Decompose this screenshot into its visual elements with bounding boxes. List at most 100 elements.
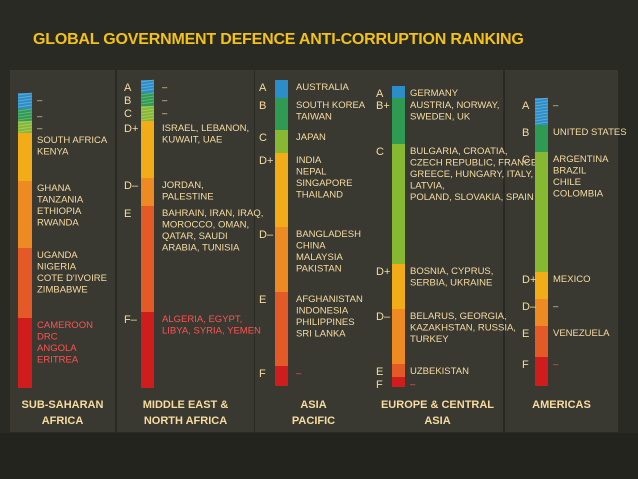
country-label: GHANA	[37, 183, 71, 194]
country-label: –	[162, 108, 168, 119]
country-label: SOUTH KOREA	[296, 100, 366, 111]
band-Dminus	[392, 309, 405, 364]
band-hatch	[534, 109, 549, 113]
band-hatch	[534, 100, 549, 104]
band-hatch	[140, 98, 155, 102]
band-hatch	[140, 114, 155, 118]
band-hatch	[534, 106, 549, 110]
country-label: COLOMBIA	[553, 189, 604, 200]
band-hatch	[17, 117, 33, 121]
country-label: POLAND, SLOVAKIA, SPAIN	[410, 192, 534, 203]
grade-label: D–	[124, 180, 139, 192]
country-label: ISRAEL, LEBANON,	[162, 123, 249, 134]
country-label: TAIWAN	[296, 112, 332, 123]
grade-label: D–	[259, 229, 274, 241]
band-B	[18, 109, 32, 121]
country-label: LATVIA,	[410, 181, 445, 192]
band-C	[392, 144, 405, 264]
grade-label: E	[259, 294, 266, 306]
country-label: BAHRAIN, IRAN, IRAQ,	[162, 208, 263, 219]
country-label: DRC	[37, 332, 58, 343]
grade-label: A	[522, 100, 530, 112]
country-label: MOROCCO, OMAN,	[162, 220, 249, 231]
grade-label: C	[124, 108, 132, 120]
region-name: MIDDLE EAST &	[143, 399, 229, 411]
country-label: TANZANIA	[37, 195, 84, 206]
region-name: PACIFIC	[292, 415, 335, 427]
region-name: ASIA	[424, 415, 450, 427]
country-label: CAMEROON	[37, 320, 93, 331]
grade-label: D–	[522, 301, 537, 313]
country-label: INDIA	[296, 155, 322, 166]
grade-label: A	[124, 82, 132, 94]
country-label: JAPAN	[296, 132, 326, 143]
band-F	[275, 366, 288, 386]
band-hatch	[17, 104, 33, 108]
grade-label: D–	[376, 311, 391, 323]
country-label: AUSTRIA, NORWAY,	[410, 100, 499, 111]
band-hatch	[140, 95, 155, 99]
band-A	[18, 93, 32, 109]
band-A	[141, 80, 154, 93]
grade-label: E	[124, 208, 131, 220]
band-hatch	[140, 92, 155, 96]
country-label: NIGERIA	[37, 262, 77, 273]
country-label: JORDAN,	[162, 180, 204, 191]
band-F	[18, 318, 32, 388]
band-hatch	[140, 85, 155, 89]
country-label: ERITREA	[37, 355, 79, 366]
country-label: –	[37, 95, 43, 106]
grade-label: D+	[376, 266, 390, 278]
country-label: VENEZUELA	[553, 328, 610, 339]
country-label: –	[37, 111, 43, 122]
band-E	[275, 292, 288, 366]
country-label: GREECE, HUNGARY, ITALY,	[410, 169, 533, 180]
band-hatch	[17, 108, 33, 112]
country-label: SINGAPORE	[296, 178, 353, 189]
band-Dminus	[141, 178, 154, 206]
band-F	[535, 357, 548, 386]
region-name: SUB-SAHARAN	[22, 399, 104, 411]
band-hatch	[17, 111, 33, 115]
band-hatch	[140, 88, 155, 92]
band-hatch	[534, 118, 549, 122]
grade-label: D+	[259, 155, 273, 167]
country-label: SWEDEN, UK	[410, 112, 471, 123]
country-label: UZBEKISTAN	[410, 366, 469, 377]
country-label: TURKEY	[410, 334, 449, 345]
band-Dplus	[141, 121, 154, 178]
region-panel	[255, 70, 372, 432]
country-label: LIBYA, SYRIA, YEMEN	[162, 326, 261, 337]
region-name: AFRICA	[42, 415, 84, 427]
band-B	[392, 98, 405, 144]
band-hatch	[17, 98, 33, 102]
band-Dplus	[392, 264, 405, 309]
band-Dplus	[535, 272, 548, 299]
country-label: –	[410, 379, 416, 390]
country-label: BOSNIA, CYPRUS,	[410, 266, 493, 277]
grade-label: A	[376, 88, 384, 100]
grade-label: D+	[124, 123, 138, 135]
band-hatch	[140, 105, 155, 109]
country-label: KUWAIT, UAE	[162, 135, 222, 146]
country-label: BRAZIL	[553, 166, 586, 177]
country-label: CHILE	[553, 177, 581, 188]
country-label: MEXICO	[553, 274, 590, 285]
band-hatch	[140, 82, 155, 86]
country-label: NEPAL	[296, 167, 326, 178]
country-label: UNITED STATES	[553, 127, 627, 138]
grade-label: F	[522, 359, 529, 371]
grade-label: B	[259, 100, 266, 112]
region-name: EUROPE & CENTRAL	[381, 399, 494, 411]
country-label: AFGHANISTAN	[296, 294, 363, 305]
grade-label: D+	[522, 274, 536, 286]
band-hatch	[17, 95, 33, 99]
band-Dminus	[535, 299, 548, 326]
band-E	[18, 248, 32, 318]
band-hatch	[17, 101, 33, 105]
band-hatch	[17, 114, 33, 118]
country-label: PALESTINE	[162, 192, 214, 203]
country-label: –	[553, 359, 559, 370]
band-hatch	[140, 79, 155, 83]
